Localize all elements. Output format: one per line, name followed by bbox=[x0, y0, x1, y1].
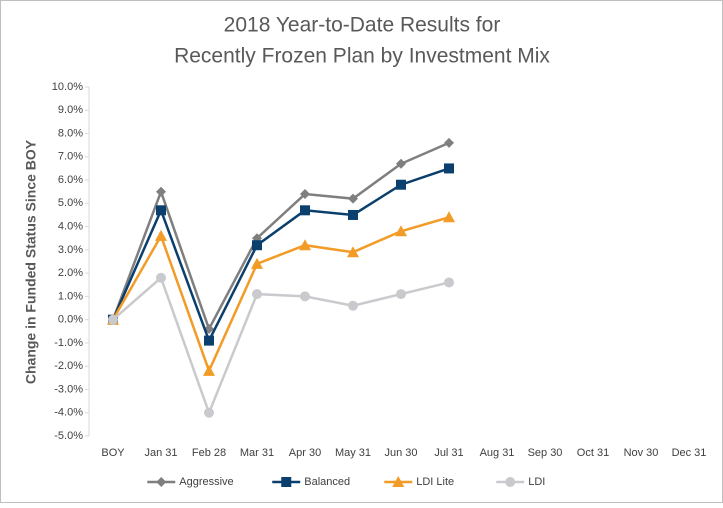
marker bbox=[251, 257, 263, 269]
marker bbox=[395, 225, 407, 237]
y-tick-label: 3.0% bbox=[58, 244, 83, 256]
marker bbox=[204, 335, 214, 346]
x-tick-label: Feb 28 bbox=[192, 447, 226, 459]
y-axis-label: Change in Funded Status Since BOY bbox=[23, 139, 39, 384]
marker bbox=[156, 186, 166, 197]
marker bbox=[396, 289, 406, 300]
y-tick-label: 7.0% bbox=[58, 151, 83, 163]
legend-marker bbox=[281, 477, 292, 487]
marker bbox=[156, 205, 166, 216]
x-tick-label: Sep 30 bbox=[528, 447, 563, 459]
x-tick-label: Oct 31 bbox=[577, 447, 609, 459]
x-tick-label: Dec 31 bbox=[672, 447, 707, 459]
x-tick-label: May 31 bbox=[335, 447, 371, 459]
series-line bbox=[111, 216, 450, 375]
series-line bbox=[111, 141, 450, 333]
marker bbox=[300, 205, 310, 216]
x-tick-label: Nov 30 bbox=[624, 447, 659, 459]
y-tick-label: 5.0% bbox=[58, 197, 83, 209]
y-tick-label: 0.0% bbox=[58, 314, 83, 326]
series-line bbox=[112, 275, 450, 417]
marker bbox=[444, 137, 454, 148]
y-tick-label: -4.0% bbox=[54, 407, 83, 419]
y-tick-label: -2.0% bbox=[54, 360, 83, 372]
legend-label: LDI bbox=[528, 476, 545, 488]
x-tick-label: Jun 30 bbox=[384, 447, 417, 459]
series-markers bbox=[108, 272, 454, 418]
y-tick-label: 6.0% bbox=[58, 174, 83, 186]
marker bbox=[444, 277, 454, 288]
y-tick-label: -5.0% bbox=[54, 430, 83, 442]
x-tick-label: Aug 31 bbox=[480, 447, 515, 459]
marker bbox=[108, 314, 118, 325]
y-tick-label: 2.0% bbox=[58, 267, 83, 279]
marker bbox=[204, 407, 214, 418]
chart-title: Recently Frozen Plan by Investment Mix bbox=[174, 45, 550, 68]
x-tick-label: Apr 30 bbox=[289, 447, 321, 459]
y-tick-label: -1.0% bbox=[54, 337, 83, 349]
legend-marker bbox=[392, 476, 405, 487]
marker bbox=[348, 209, 358, 220]
x-tick-label: Mar 31 bbox=[240, 447, 274, 459]
x-tick-label: Jan 31 bbox=[144, 447, 177, 459]
legend-label: Aggressive bbox=[179, 476, 233, 488]
legend-marker bbox=[505, 477, 516, 487]
marker bbox=[155, 229, 167, 241]
y-tick-label: -3.0% bbox=[54, 383, 83, 395]
marker bbox=[348, 300, 358, 311]
y-tick-label: 10.0% bbox=[52, 81, 83, 93]
marker bbox=[300, 189, 310, 200]
marker bbox=[156, 272, 166, 283]
y-tick-label: 8.0% bbox=[58, 127, 83, 139]
marker bbox=[348, 193, 358, 204]
marker bbox=[347, 246, 359, 258]
marker bbox=[396, 179, 406, 190]
x-tick-label: BOY bbox=[101, 447, 125, 459]
marker bbox=[443, 211, 455, 223]
y-tick-label: 9.0% bbox=[58, 104, 83, 116]
marker bbox=[252, 240, 262, 251]
marker bbox=[300, 291, 310, 302]
y-tick-label: 1.0% bbox=[58, 290, 83, 302]
marker bbox=[444, 163, 454, 174]
legend-label: LDI Lite bbox=[416, 476, 454, 488]
legend-label: Balanced bbox=[304, 476, 350, 488]
marker bbox=[203, 364, 215, 376]
legend-marker bbox=[156, 477, 167, 487]
marker bbox=[396, 158, 406, 169]
chart-title: 2018 Year-to-Date Results for bbox=[224, 14, 501, 37]
y-tick-label: 4.0% bbox=[58, 221, 83, 233]
series-line bbox=[111, 167, 450, 344]
x-tick-label: Jul 31 bbox=[434, 447, 463, 459]
marker bbox=[299, 239, 311, 251]
marker bbox=[252, 289, 262, 300]
